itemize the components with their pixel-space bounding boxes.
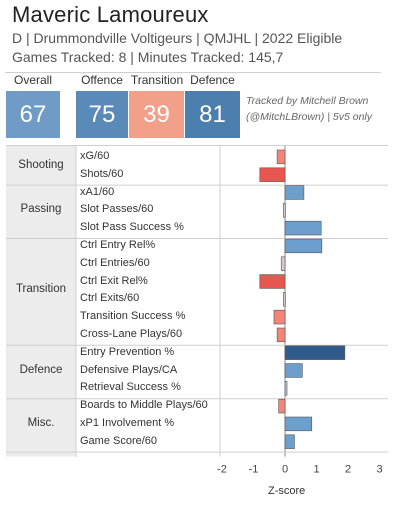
x-tick-label: 2 <box>345 464 351 476</box>
tracking-credit-note: Tracked by Mitchell Brown (@MitchLBrown)… <box>246 93 391 125</box>
x-tick-label: 1 <box>313 464 319 476</box>
zscore-bar <box>259 167 286 182</box>
metric-label: Boards to Middle Plays/60 <box>80 399 208 412</box>
defence-header: Defence <box>190 73 235 87</box>
zscore-bar <box>284 185 305 200</box>
zscore-bar <box>283 203 286 218</box>
metric-label: xP1 Involvement % <box>80 417 175 429</box>
transition-score-box: 39 <box>129 91 184 138</box>
header-divider <box>5 72 381 73</box>
credit-line-1: Tracked by Mitchell Brown <box>246 95 369 107</box>
zscore-chart-svg: -2 -1 0 1 2 3 <box>6 145 388 476</box>
zscore-bar <box>283 292 286 307</box>
credit-line-2: (@MitchLBrown) | 5v5 only <box>246 111 373 123</box>
defence-score-box: 81 <box>185 91 240 138</box>
zscore-bar <box>273 309 286 325</box>
zscore-bar <box>259 274 286 289</box>
metric-label: Retrieval Success % <box>80 381 181 394</box>
metric-label: Cross-Lane Plays/60 <box>80 328 183 340</box>
metric-label: Defensive Plays/CA <box>80 363 178 376</box>
metric-label: Shots/60 <box>80 167 124 180</box>
offence-score-box: 75 <box>76 91 128 138</box>
zscore-bar <box>284 434 295 449</box>
metric-label: Entry Prevention % <box>80 345 175 358</box>
metric-label: Ctrl Exit Rel% <box>80 274 148 287</box>
zscore-bar <box>280 256 286 271</box>
player-info-subtitle: D | Drummondville Voltigeurs | QMJHL | 2… <box>12 30 343 46</box>
transition-header: Transition <box>130 73 184 87</box>
x-axis-title: Z-score <box>268 485 306 497</box>
x-tick-label: -1 <box>249 464 259 476</box>
x-tick-label: -2 <box>217 464 227 476</box>
metric-label: Transition Success % <box>80 310 186 323</box>
zscore-chart: -2 -1 0 1 2 3 Shooting xG/60 Shots/60 Passing xA1… <box>6 145 392 476</box>
metric-label: Game Score/60 <box>80 434 158 447</box>
x-tick-label: 3 <box>376 464 382 476</box>
category-label-transition: Transition <box>15 283 67 296</box>
zscore-bar <box>284 363 303 378</box>
zscore-bar <box>284 381 288 396</box>
zscore-bar <box>284 345 346 360</box>
metric-label: Slot Passes/60 <box>80 203 154 216</box>
metric-label: xA1/60 <box>80 185 115 198</box>
metric-label: Ctrl Entry Rel% <box>80 239 156 251</box>
player-name-title: Maveric Lamoureux <box>12 2 209 27</box>
category-label-misc: Misc. <box>27 416 55 429</box>
zscore-bar <box>276 149 286 165</box>
category-label-passing: Passing <box>20 203 62 216</box>
category-label-defence: Defence <box>19 363 63 376</box>
zscore-bar <box>284 220 322 236</box>
metric-label: xG/60 <box>80 150 110 162</box>
category-column-bg <box>6 145 76 457</box>
overall-header: Overall <box>13 73 52 87</box>
zscore-bar <box>284 238 323 254</box>
metric-label: Ctrl Entries/60 <box>80 256 150 269</box>
x-tick-label: 0 <box>282 464 288 476</box>
metric-label: Ctrl Exits/60 <box>80 292 140 305</box>
zscore-bar <box>276 327 286 343</box>
zscore-bar <box>284 416 313 432</box>
games-tracked-line: Games Tracked: 8 | Minutes Tracked: 145,… <box>12 49 284 65</box>
overall-score-box: 67 <box>6 91 60 138</box>
offence-header: Offence <box>81 73 123 87</box>
category-label-shooting: Shooting <box>18 158 64 171</box>
zscore-bar <box>278 398 286 414</box>
metric-label: Slot Pass Success % <box>80 221 184 234</box>
